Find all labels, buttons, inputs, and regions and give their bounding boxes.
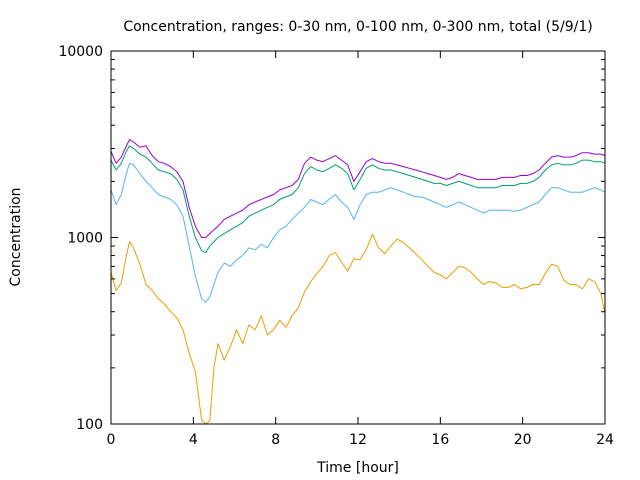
- y-tick-label: 1000: [67, 231, 103, 247]
- x-axis-label: Time [hour]: [316, 460, 399, 476]
- series-line-1: [110, 233, 606, 425]
- y-tick-label: 10000: [58, 44, 103, 60]
- series-layer: [110, 139, 606, 425]
- series-line-3: [110, 145, 606, 254]
- x-tick-label: 8: [271, 432, 280, 448]
- series-line-4: [110, 139, 606, 238]
- y-tick-label: 100: [76, 417, 103, 433]
- series-line-2: [110, 162, 606, 303]
- ticks-layer: 0 4 8 12 16 20 24 100 1000 10000: [58, 44, 614, 448]
- chart-title: Concentration, ranges: 0-30 nm, 0-100 nm…: [123, 19, 592, 35]
- plot-frame: [110, 50, 606, 425]
- x-tick-label: 12: [349, 432, 367, 448]
- x-tick-label: 24: [596, 432, 614, 448]
- x-tick-label: 20: [514, 432, 532, 448]
- x-tick-label: 4: [189, 432, 198, 448]
- x-tick-label: 0: [107, 432, 116, 448]
- x-tick-label: 16: [431, 432, 449, 448]
- y-axis-label: Concentration: [8, 187, 24, 286]
